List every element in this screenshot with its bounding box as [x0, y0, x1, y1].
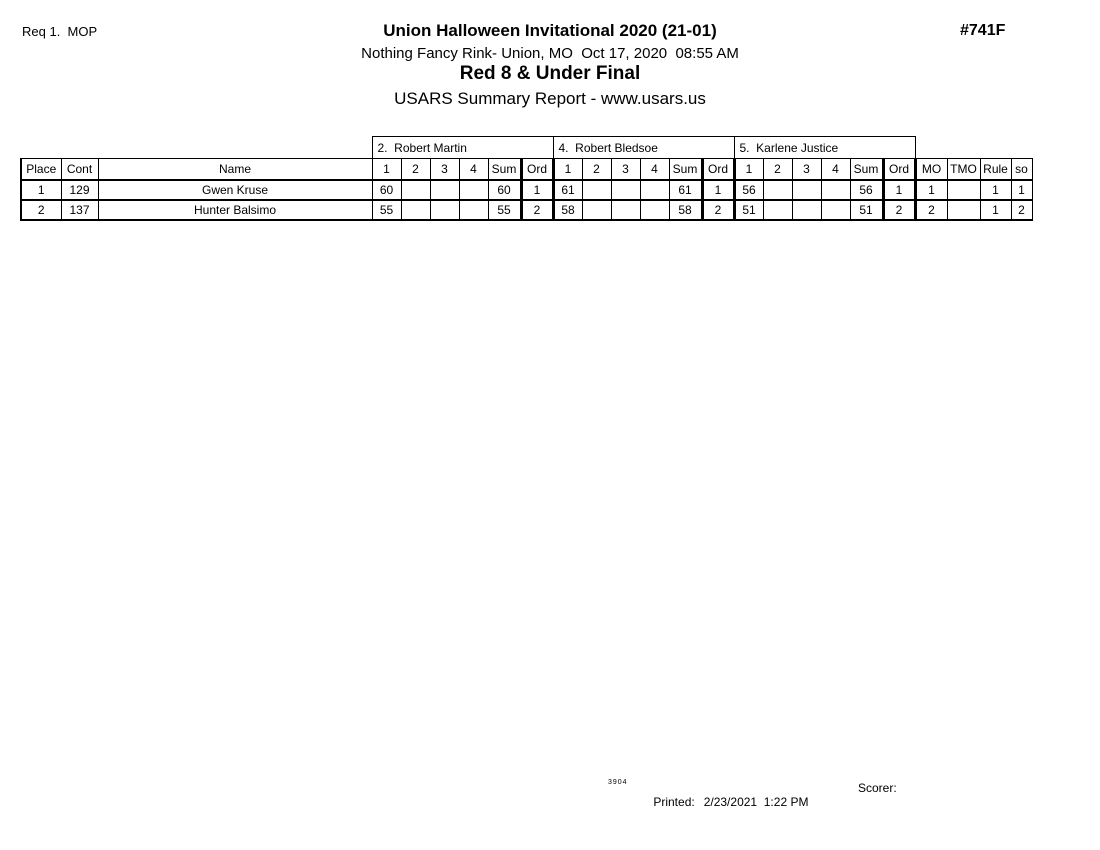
j2-score4-cell: [639, 199, 670, 221]
col-header-mo: MO: [914, 158, 948, 181]
printed-label: Printed:: [653, 795, 695, 809]
doc-number: #741F: [960, 22, 1006, 39]
col-header-j1-1: 1: [371, 158, 402, 181]
mo-cell: 1: [914, 179, 948, 201]
col-header-j2-2: 2: [581, 158, 612, 181]
col-header-j3-1: 1: [733, 158, 764, 181]
j3-score4-cell: [820, 179, 851, 201]
j3-ord-cell: 1: [881, 179, 917, 201]
j2-score1-cell: 61: [552, 179, 583, 201]
req-label: Req 1. MOP: [22, 24, 98, 39]
j2-ord-cell: 2: [700, 199, 736, 221]
j2-score1-cell: 58: [552, 199, 583, 221]
col-header-j1-3: 3: [429, 158, 460, 181]
j1-score3-cell: [429, 179, 460, 201]
j2-score2-cell: [581, 199, 612, 221]
j3-score3-cell: [791, 199, 822, 221]
printed-timestamp: Printed: 2/23/2021 1:22 PM: [640, 781, 808, 823]
so-cell: 1: [1010, 179, 1033, 201]
name-cell: Gwen Kruse: [97, 179, 373, 201]
col-header-j3-3: 3: [791, 158, 822, 181]
column-header-row: Place Cont Name 1 2 3 4 Sum Ord 1 2 3 4 …: [20, 158, 1033, 181]
division-title: Red 8 & Under Final: [459, 63, 641, 84]
j1-ord-cell: 1: [519, 179, 555, 201]
printed-value: 2/23/2021 1:22 PM: [703, 795, 809, 809]
j2-score4-cell: [639, 179, 670, 201]
j3-sum-cell: 56: [849, 179, 884, 201]
j1-score3-cell: [429, 199, 460, 221]
col-header-j1-sum: Sum: [487, 158, 522, 181]
j1-score2-cell: [400, 199, 431, 221]
j1-score1-cell: 60: [371, 179, 402, 201]
col-header-j1-ord: Ord: [519, 158, 555, 181]
tmo-cell: [946, 199, 981, 221]
col-header-j3-4: 4: [820, 158, 851, 181]
j3-sum-cell: 51: [849, 199, 884, 221]
j1-sum-cell: 55: [487, 199, 522, 221]
judge-row-spacer-left: [21, 137, 372, 159]
col-header-j2-3: 3: [610, 158, 641, 181]
j2-score3-cell: [610, 179, 641, 201]
cont-cell: 129: [60, 179, 99, 201]
so-cell: 2: [1010, 199, 1033, 221]
col-header-place: Place: [20, 158, 62, 181]
j3-score1-cell: 51: [733, 199, 764, 221]
mo-cell: 2: [914, 199, 948, 221]
col-header-tmo: TMO: [946, 158, 981, 181]
col-header-so: so: [1010, 158, 1033, 181]
judge-2-name: 4. Robert Bledsoe: [552, 136, 735, 159]
report-type-line: USARS Summary Report - www.usars.us: [394, 89, 706, 108]
j1-sum-cell: 60: [487, 179, 522, 201]
j3-score1-cell: 56: [733, 179, 764, 201]
col-header-j1-2: 2: [400, 158, 431, 181]
j2-score3-cell: [610, 199, 641, 221]
judge-row-spacer-right: [915, 137, 1032, 159]
scorer-label: Scorer:: [858, 781, 897, 795]
j3-ord-cell: 2: [881, 199, 917, 221]
judge-1-name: 2. Robert Martin: [371, 136, 554, 159]
col-header-cont: Cont: [60, 158, 99, 181]
j3-score3-cell: [791, 179, 822, 201]
col-header-j3-ord: Ord: [881, 158, 917, 181]
place-cell: 1: [20, 179, 62, 201]
j3-score2-cell: [762, 199, 793, 221]
rule-cell: 1: [979, 199, 1012, 221]
table-row: 1 129 Gwen Kruse 60 60 1 61 61 1 56: [20, 179, 1033, 201]
j2-ord-cell: 1: [700, 179, 736, 201]
col-header-j3-sum: Sum: [849, 158, 884, 181]
j3-score4-cell: [820, 199, 851, 221]
col-header-j2-4: 4: [639, 158, 670, 181]
cont-cell: 137: [60, 199, 99, 221]
j3-score2-cell: [762, 179, 793, 201]
col-header-name: Name: [97, 158, 373, 181]
j1-score2-cell: [400, 179, 431, 201]
j1-ord-cell: 2: [519, 199, 555, 221]
j2-sum-cell: 58: [668, 199, 703, 221]
judge-header-row: 2. Robert Martin 4. Robert Bledsoe 5. Ka…: [21, 136, 1032, 159]
j1-score1-cell: 55: [371, 199, 402, 221]
col-header-j2-sum: Sum: [668, 158, 703, 181]
venue-date-line: Nothing Fancy Rink- Union, MO Oct 17, 20…: [361, 45, 739, 62]
rule-cell: 1: [979, 179, 1012, 201]
col-header-j2-ord: Ord: [700, 158, 736, 181]
judge-3-name: 5. Karlene Justice: [733, 136, 916, 159]
col-header-rule: Rule: [979, 158, 1012, 181]
j2-score2-cell: [581, 179, 612, 201]
table-row: 2 137 Hunter Balsimo 55 55 2 58 58 2 51: [20, 199, 1033, 221]
tmo-cell: [946, 179, 981, 201]
place-cell: 2: [20, 199, 62, 221]
col-header-j2-1: 1: [552, 158, 583, 181]
event-title: Union Halloween Invitational 2020 (21-01…: [383, 21, 717, 40]
j1-score4-cell: [458, 179, 489, 201]
name-cell: Hunter Balsimo: [97, 199, 373, 221]
version-code: 3904: [608, 779, 628, 786]
col-header-j1-4: 4: [458, 158, 489, 181]
j2-sum-cell: 61: [668, 179, 703, 201]
j1-score4-cell: [458, 199, 489, 221]
summary-table: 2. Robert Martin 4. Robert Bledsoe 5. Ka…: [20, 136, 1033, 221]
col-header-j3-2: 2: [762, 158, 793, 181]
